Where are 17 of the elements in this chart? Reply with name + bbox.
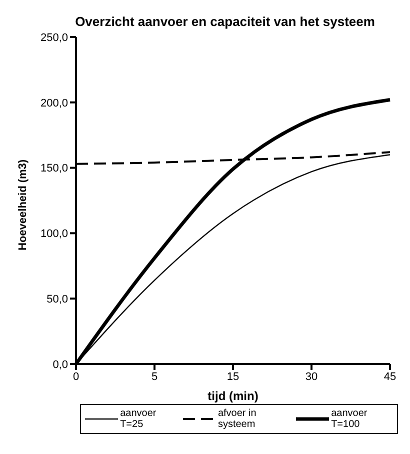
y-tick-label: 150,0 bbox=[40, 162, 68, 175]
x-tick-label: 15 bbox=[226, 370, 240, 383]
y-axis-title: Hoeveelheid (m3) bbox=[16, 159, 29, 250]
x-tick-label: 5 bbox=[151, 370, 158, 383]
y-tick-label: 100,0 bbox=[40, 228, 68, 240]
y-tick-label: 250,0 bbox=[40, 32, 68, 44]
x-tick-label: 45 bbox=[384, 370, 396, 383]
y-tick-label: 200,0 bbox=[40, 97, 68, 110]
legend-label: aanvoer T=100 bbox=[331, 408, 368, 430]
legend-label: aanvoer T=25 bbox=[120, 408, 158, 430]
x-axis-title: tijd (min) bbox=[208, 389, 258, 403]
x-tick-label: 0 bbox=[72, 370, 80, 383]
y-tick-label: 0,0 bbox=[52, 358, 68, 371]
chart-title: Overzicht aanvoer en capaciteit van het systeem bbox=[74, 14, 376, 29]
y-tick-label: 50,0 bbox=[46, 294, 68, 306]
legend-label: afvoer in systeem bbox=[218, 408, 258, 430]
x-tick-label: 30 bbox=[305, 370, 318, 383]
